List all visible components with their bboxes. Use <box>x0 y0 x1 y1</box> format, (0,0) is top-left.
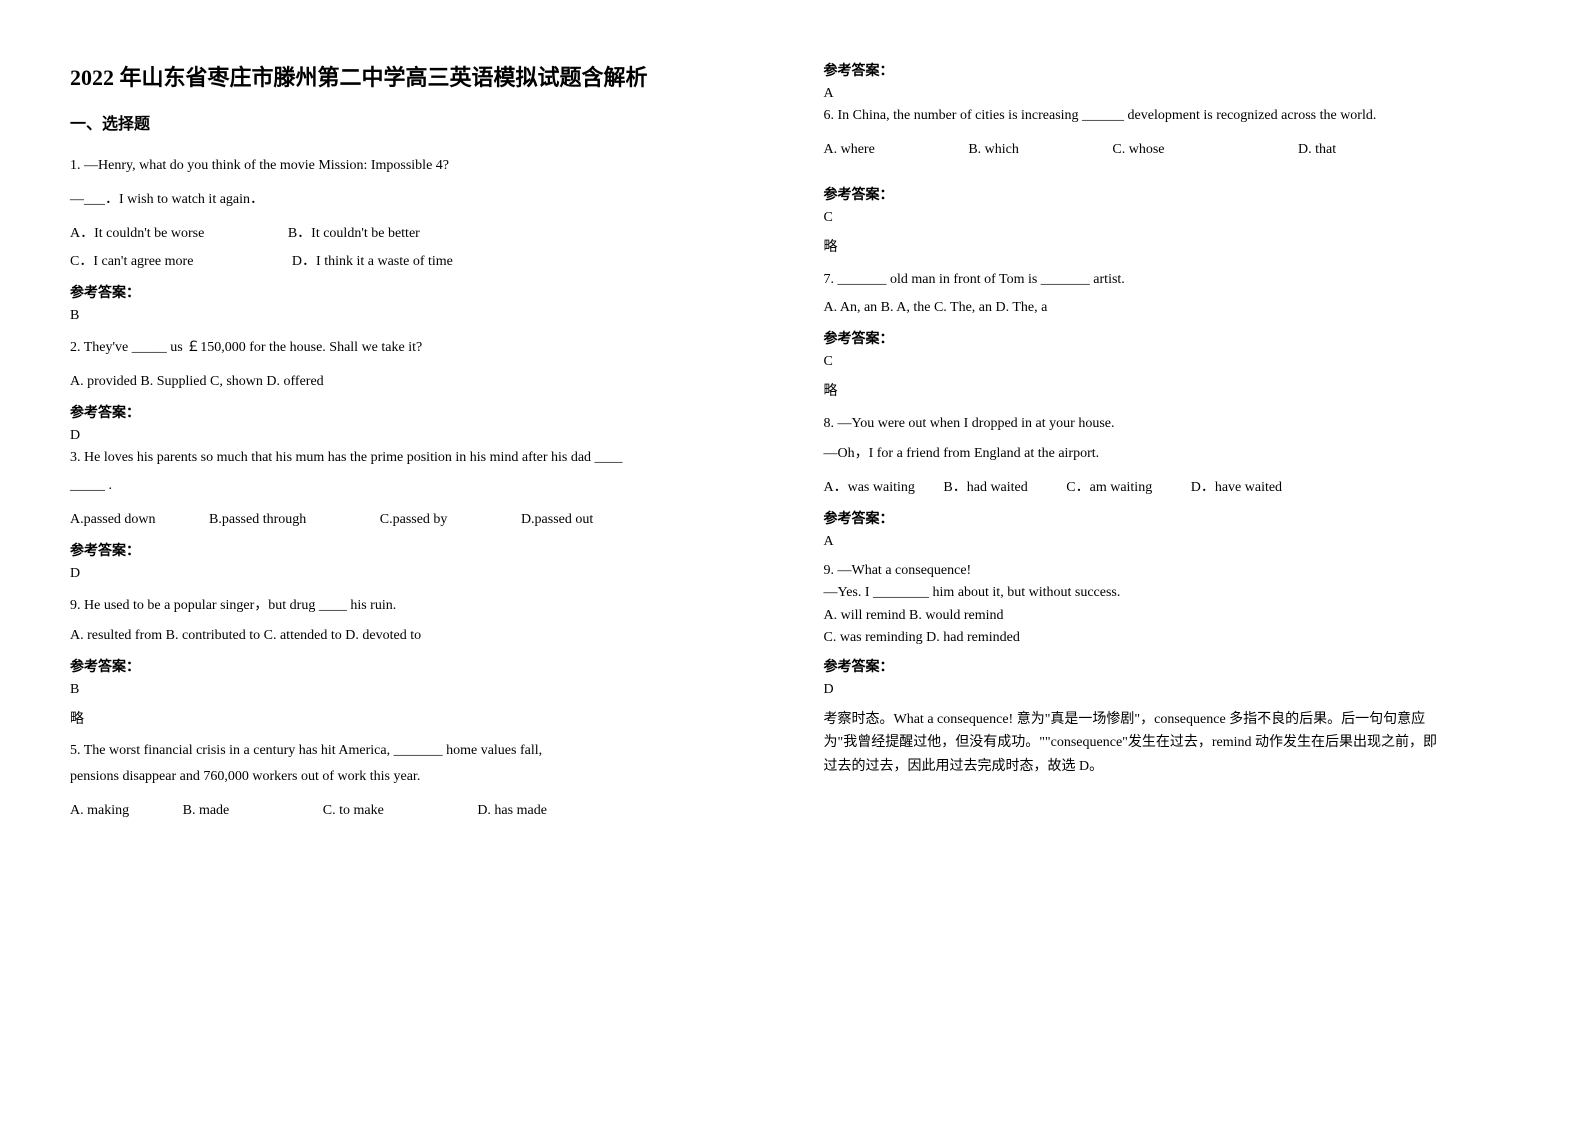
q9-expl1: 考察时态。What a consequence! 意为"真是一场惨剧"，cons… <box>824 708 1518 732</box>
q9-line1: 9. —What a consequence! <box>824 560 1518 582</box>
q9-opts1: A. will remind B. would remind <box>824 605 1518 627</box>
section-heading: 一、选择题 <box>70 110 764 134</box>
q8-line2: —Oh，I for a friend from England at the a… <box>824 440 1518 468</box>
q6-optB: B. which <box>968 136 1019 164</box>
q6-line1: 6. In China, the number of cities is inc… <box>824 102 1518 130</box>
q3-optD: D.passed out <box>521 506 593 534</box>
q6-optC: C. whose <box>1112 136 1164 164</box>
left-column: 2022 年山东省枣庄市滕州第二中学高三英语模拟试题含解析 一、选择题 1. —… <box>70 60 794 1082</box>
q5-optC: C. to make <box>323 797 384 825</box>
q9-expl3: 过去的过去，因此用过去完成时态，故选 D。 <box>824 755 1518 779</box>
q9-expl2: 为"我曾经提醒过他，但没有成功。""consequence"发生在过去，remi… <box>824 731 1518 755</box>
answer-label: 参考答案： <box>824 184 1518 204</box>
q1-optB: B．It couldn't be better <box>288 220 420 248</box>
q1-answer: B <box>70 308 764 324</box>
q1-line1: 1. —Henry, what do you think of the movi… <box>70 152 764 180</box>
page-container: 2022 年山东省枣庄市滕州第二中学高三英语模拟试题含解析 一、选择题 1. —… <box>0 0 1587 1122</box>
q2-opts: A. provided B. Supplied C, shown D. offe… <box>70 368 764 396</box>
q3-answer: D <box>70 566 764 582</box>
q8-line1: 8. —You were out when I dropped in at yo… <box>824 410 1518 438</box>
q3-optA: A.passed down <box>70 506 156 534</box>
q5-line2: pensions disappear and 760,000 workers o… <box>70 763 764 791</box>
q4-answer: B <box>70 682 764 698</box>
q4-opts: A. resulted from B. contributed to C. at… <box>70 622 764 650</box>
answer-label: 参考答案： <box>824 656 1518 676</box>
q1-optA: A．It couldn't be worse <box>70 220 204 248</box>
q1-opts-row2: C．I can't agree more D．I think it a wast… <box>70 248 764 276</box>
q8-optD: D．have waited <box>1191 474 1282 502</box>
q7-opts: A. An, an B. A, the C. The, an D. The, a <box>824 294 1518 322</box>
doc-title: 2022 年山东省枣庄市滕州第二中学高三英语模拟试题含解析 <box>70 60 764 92</box>
answer-label: 参考答案： <box>824 60 1518 80</box>
q2-line1: 2. They've _____ us ￡150,000 for the hou… <box>70 334 764 362</box>
q8-optC: C．am waiting <box>1066 474 1152 502</box>
answer-label: 参考答案： <box>70 282 764 302</box>
q7-note: 略 <box>824 380 1518 400</box>
answer-label: 参考答案： <box>70 656 764 676</box>
q3-optC: C.passed by <box>380 506 448 534</box>
answer-label: 参考答案： <box>70 402 764 422</box>
q1-optD: D．I think it a waste of time <box>292 248 453 276</box>
q3-line2: _____ . <box>70 472 764 500</box>
q9-answer: D <box>824 682 1518 698</box>
q6-optD: D. that <box>1298 136 1336 164</box>
q1-line2: —___．I wish to watch it again． <box>70 186 764 214</box>
q8-optA: A．was waiting <box>824 474 915 502</box>
q9-opts2: C. was reminding D. had reminded <box>824 627 1518 649</box>
q9-line2: —Yes. I ________ him about it, but witho… <box>824 582 1518 604</box>
q7-line1: 7. _______ old man in front of Tom is __… <box>824 266 1518 294</box>
answer-label: 参考答案： <box>824 328 1518 348</box>
q4-note: 略 <box>70 708 764 728</box>
q7-answer: C <box>824 354 1518 370</box>
answer-label: 参考答案： <box>70 540 764 560</box>
q5-optD: D. has made <box>477 797 547 825</box>
q3-opts: A.passed down B.passed through C.passed … <box>70 506 764 534</box>
q8-optB: B．had waited <box>943 474 1027 502</box>
q5-answer: A <box>824 86 1518 102</box>
q1-opts-row1: A．It couldn't be worse B．It couldn't be … <box>70 220 764 248</box>
q1-optC: C．I can't agree more <box>70 248 193 276</box>
answer-label: 参考答案： <box>824 508 1518 528</box>
q3-optB: B.passed through <box>209 506 306 534</box>
q2-answer: D <box>70 428 764 444</box>
q6-note: 略 <box>824 236 1518 256</box>
right-column: 参考答案： A 6. In China, the number of citie… <box>794 60 1518 1082</box>
q5-optA: A. making <box>70 797 129 825</box>
q8-answer: A <box>824 534 1518 550</box>
q6-answer: C <box>824 210 1518 226</box>
q3-line1: 3. He loves his parents so much that his… <box>70 444 764 472</box>
q8-opts: A．was waiting B．had waited C．am waiting … <box>824 474 1518 502</box>
q5-opts: A. making B. made C. to make D. has made <box>70 797 764 825</box>
q5-line1: 5. The worst financial crisis in a centu… <box>70 738 764 763</box>
q4-line1: 9. He used to be a popular singer，but dr… <box>70 592 764 620</box>
q6-optA: A. where <box>824 136 875 164</box>
q5-optB: B. made <box>183 797 230 825</box>
q6-opts: A. where B. which C. whose D. that <box>824 136 1518 164</box>
